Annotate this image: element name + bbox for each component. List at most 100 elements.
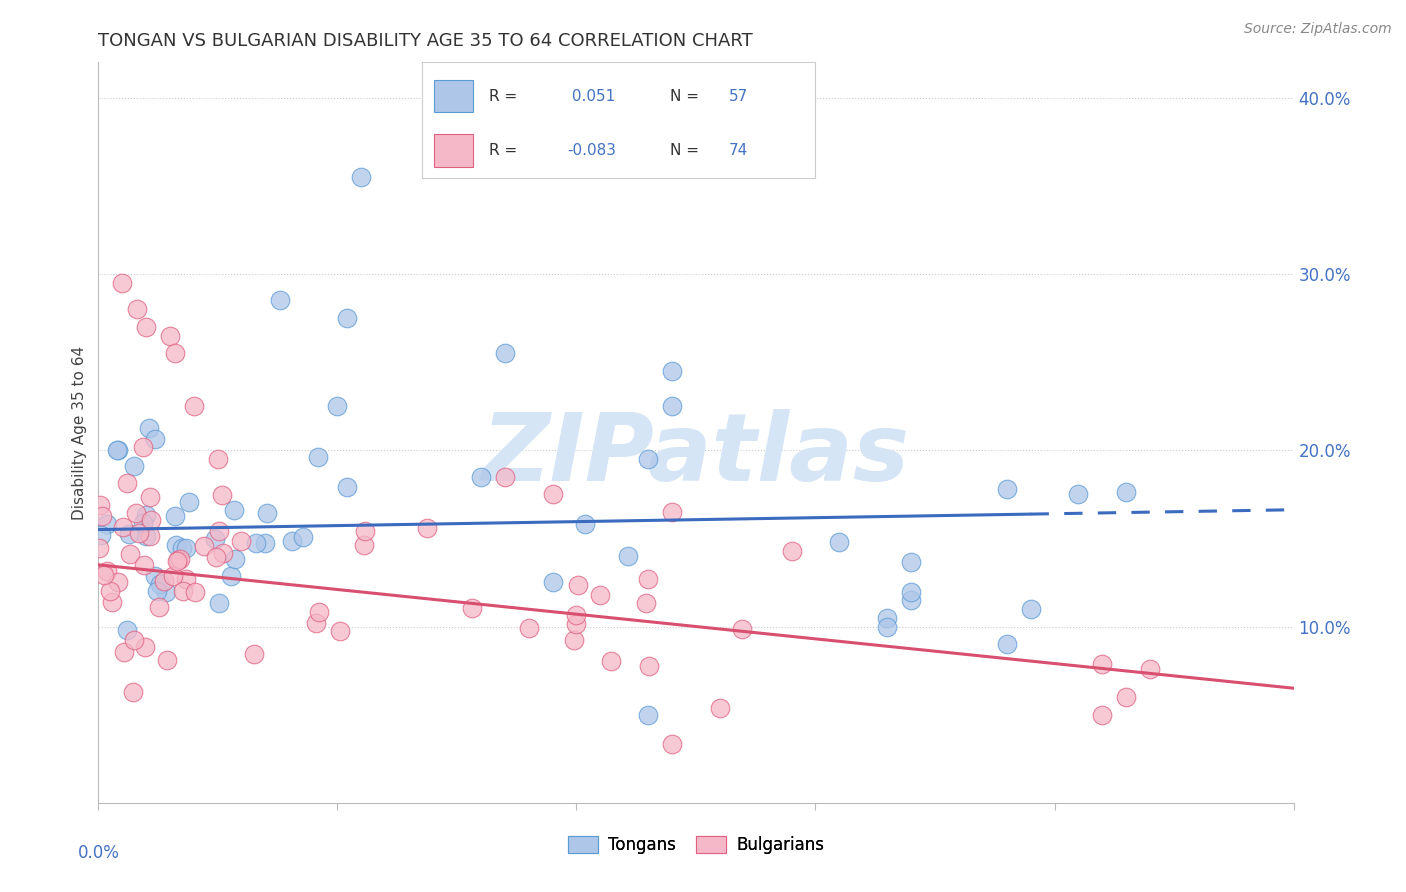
Point (709, 701, 731, 715)
Text: ZIPatlas: ZIPatlas (482, 409, 910, 500)
Point (335, 479, 357, 493)
Point (153, 574, 176, 588)
Point (219, 569, 242, 583)
Point (118, 548, 141, 562)
Point (143, 432, 166, 446)
Point (661, 399, 683, 413)
Point (731, 623, 754, 637)
Point (208, 524, 231, 538)
Point (173, 583, 195, 598)
Point (517, 621, 540, 635)
Point (308, 605, 330, 619)
Point (179, 494, 201, 508)
Point (96, 517, 118, 532)
Point (139, 490, 162, 504)
Point (224, 551, 246, 566)
Point (253, 535, 276, 549)
Point (305, 615, 328, 630)
Point (292, 529, 315, 543)
Point (204, 532, 226, 546)
Point (354, 524, 377, 539)
Point (661, 505, 683, 519)
Point (149, 577, 172, 591)
Point (876, 610, 898, 624)
Point (176, 572, 198, 586)
Point (135, 508, 157, 523)
Point (112, 645, 135, 659)
Point (1067, 486, 1090, 500)
Point (876, 619, 898, 633)
Point (163, 346, 186, 360)
Point (96, 564, 118, 578)
Legend: Tongans, Bulgarians: Tongans, Bulgarians (561, 830, 831, 861)
Point (138, 420, 160, 434)
Point (165, 538, 187, 552)
Text: N =: N = (669, 88, 699, 103)
Point (574, 517, 596, 532)
Text: 0.051: 0.051 (568, 88, 616, 103)
Point (211, 546, 233, 560)
Bar (433, 79, 472, 112)
Point (107, 443, 129, 458)
Point (155, 584, 177, 599)
Y-axis label: Disability Age 35 to 64: Disability Age 35 to 64 (72, 345, 87, 520)
Point (174, 541, 197, 556)
Point (661, 737, 683, 751)
Text: 0.0%: 0.0% (77, 844, 120, 862)
Point (494, 469, 516, 483)
Text: N =: N = (669, 143, 699, 158)
Point (900, 555, 922, 569)
Point (148, 600, 170, 615)
Point (156, 653, 179, 667)
Point (125, 506, 148, 520)
Point (269, 293, 291, 308)
Point (541, 575, 564, 590)
Point (208, 597, 231, 611)
Point (600, 654, 623, 668)
Point (243, 647, 266, 661)
Point (995, 482, 1018, 496)
Text: Source: ZipAtlas.com: Source: ZipAtlas.com (1244, 22, 1392, 37)
Point (222, 502, 245, 516)
Point (637, 707, 659, 722)
Point (565, 617, 588, 632)
Point (828, 535, 851, 549)
Point (117, 623, 139, 637)
Point (141, 513, 163, 527)
Point (146, 584, 169, 599)
Point (135, 529, 157, 543)
Point (165, 508, 187, 523)
Point (780, 544, 803, 558)
Point (100, 594, 122, 608)
Point (172, 541, 194, 555)
Point (661, 364, 683, 378)
Point (162, 569, 184, 583)
Point (995, 637, 1018, 651)
Point (307, 450, 329, 465)
Point (494, 346, 516, 360)
Point (124, 633, 146, 648)
Text: 57: 57 (728, 88, 748, 103)
Text: -0.083: -0.083 (568, 143, 616, 158)
Point (589, 588, 612, 602)
Point (634, 596, 657, 610)
Point (134, 640, 156, 654)
Point (416, 521, 439, 535)
Point (184, 585, 207, 599)
Point (169, 552, 191, 566)
Point (565, 607, 588, 622)
Point (139, 529, 162, 543)
Point (638, 658, 661, 673)
Text: R =: R = (489, 143, 517, 158)
Point (105, 442, 128, 457)
Point (637, 452, 659, 467)
Point (128, 526, 150, 541)
Point (326, 399, 349, 413)
Point (1115, 690, 1137, 704)
Point (98, 583, 121, 598)
Point (211, 488, 233, 502)
Point (132, 440, 155, 454)
Text: 74: 74 (728, 143, 748, 158)
Point (567, 578, 589, 592)
Point (280, 534, 302, 549)
